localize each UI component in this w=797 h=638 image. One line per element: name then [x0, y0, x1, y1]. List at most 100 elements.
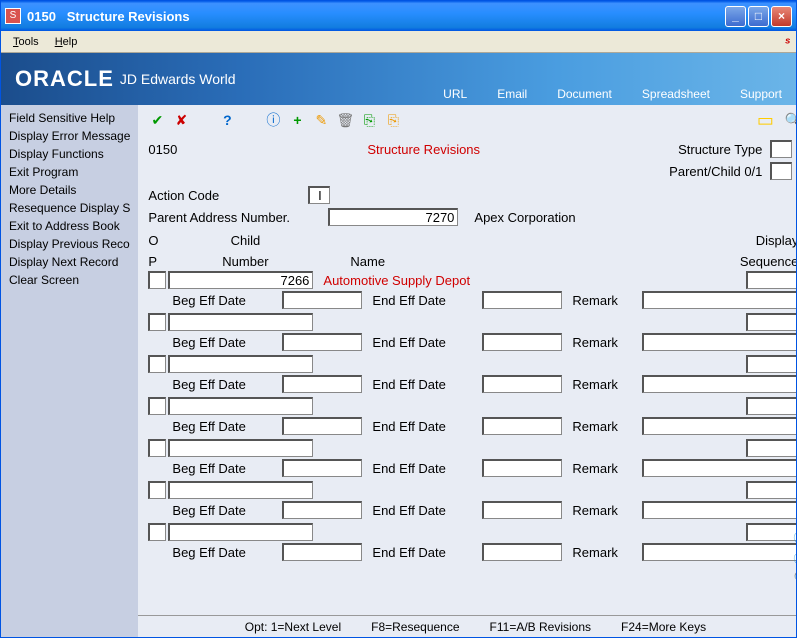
end-eff-date-input[interactable] [482, 543, 562, 561]
sidebar-item-exit[interactable]: Exit Program [1, 163, 138, 181]
structure-type-label: Structure Type [678, 142, 762, 157]
child-number-input[interactable] [168, 397, 313, 415]
beg-eff-date-input[interactable] [282, 375, 362, 393]
display-sequence-input[interactable] [746, 481, 796, 499]
sidebar-item-functions[interactable]: Display Functions [1, 145, 138, 163]
beg-eff-date-input[interactable] [282, 501, 362, 519]
remark-label: Remark [572, 335, 632, 350]
structure-type-input[interactable] [770, 140, 792, 158]
close-button[interactable]: × [771, 6, 792, 27]
sidebar-item-prev-rec[interactable]: Display Previous Reco [1, 235, 138, 253]
op-input[interactable] [148, 355, 166, 373]
child-number-input[interactable] [168, 481, 313, 499]
display-sequence-input[interactable] [746, 313, 796, 331]
beg-eff-date-input[interactable] [282, 333, 362, 351]
remark-input[interactable] [642, 543, 796, 561]
brand-bar: ORACLE JD Edwards World URL Email Docume… [1, 53, 796, 105]
remark-label: Remark [572, 377, 632, 392]
link-support[interactable]: Support [740, 87, 782, 101]
sidebar-item-field-help[interactable]: Field Sensitive Help [1, 109, 138, 127]
note-icon[interactable]: ▭ [756, 111, 774, 129]
child-number-input[interactable] [168, 355, 313, 373]
delete-icon[interactable]: 🗑 [336, 111, 354, 129]
child-number-input[interactable] [168, 523, 313, 541]
op-input[interactable] [148, 313, 166, 331]
info-icon[interactable]: ⓘ [264, 111, 282, 129]
op-input[interactable] [148, 481, 166, 499]
child-number-input[interactable] [168, 439, 313, 457]
cancel-icon[interactable]: ✘ [172, 111, 190, 129]
link-spreadsheet[interactable]: Spreadsheet [642, 87, 710, 101]
remark-input[interactable] [642, 501, 796, 519]
ok-icon[interactable]: ✔ [148, 111, 166, 129]
child-number-input[interactable] [168, 313, 313, 331]
end-eff-date-input[interactable] [482, 459, 562, 477]
remark-input[interactable] [642, 459, 796, 477]
parent-child-input[interactable] [770, 162, 792, 180]
remark-input[interactable] [642, 375, 796, 393]
remark-input[interactable] [642, 417, 796, 435]
jd-edwards-label: JD Edwards World [120, 71, 236, 87]
end-eff-date-input[interactable] [482, 501, 562, 519]
menubar: Tools Help ˢ [1, 31, 796, 53]
sidebar-item-resequence[interactable]: Resequence Display S [1, 199, 138, 217]
link-email[interactable]: Email [497, 87, 527, 101]
parent-addr-label: Parent Address Number. [148, 210, 328, 225]
scroll-down-icon[interactable]: ⓥ [793, 550, 796, 567]
window-controls: _ □ × [725, 6, 792, 27]
minimize-button[interactable]: _ [725, 6, 746, 27]
add-icon[interactable]: + [288, 111, 306, 129]
help-icon[interactable]: ? [218, 111, 236, 129]
menu-tools[interactable]: Tools [7, 34, 45, 50]
link-url[interactable]: URL [443, 87, 467, 101]
menu-help[interactable]: Help [49, 34, 84, 50]
sidebar-item-more-details[interactable]: More Details [1, 181, 138, 199]
titlebar: S 0150 Structure Revisions _ □ × [1, 1, 796, 31]
search-icon[interactable]: 🔍 [784, 111, 796, 129]
remark-label: Remark [572, 419, 632, 434]
link-document[interactable]: Document [557, 87, 612, 101]
op-input[interactable] [148, 523, 166, 541]
remark-input[interactable] [642, 333, 796, 351]
sidebar-item-next-rec[interactable]: Display Next Record [1, 253, 138, 271]
program-code: 0150 [148, 142, 177, 157]
table-row [148, 481, 796, 499]
sidebar-item-clear[interactable]: Clear Screen [1, 271, 138, 289]
beg-eff-date-input[interactable] [282, 417, 362, 435]
op-input[interactable] [148, 271, 166, 289]
display-sequence-input[interactable] [746, 397, 796, 415]
end-eff-date-input[interactable] [482, 417, 562, 435]
vendor-logo-icon: ˢ [785, 34, 790, 50]
edit-icon[interactable]: ✎ [312, 111, 330, 129]
remark-label: Remark [572, 461, 632, 476]
remark-input[interactable] [642, 291, 796, 309]
end-eff-date-input[interactable] [482, 333, 562, 351]
parent-addr-input[interactable] [328, 208, 458, 226]
end-eff-date-input[interactable] [482, 375, 562, 393]
app-icon: S [5, 8, 21, 24]
send-icon[interactable]: ⎘ [360, 111, 378, 129]
remark-label: Remark [572, 545, 632, 560]
action-code-input[interactable] [308, 186, 330, 204]
export-icon[interactable]: ⎘ [384, 111, 402, 129]
screen-title: Structure Revisions [367, 142, 480, 157]
display-sequence-input[interactable] [746, 439, 796, 457]
end-eff-date-input[interactable] [482, 291, 562, 309]
display-sequence-input[interactable] [746, 355, 796, 373]
scroll-up-icon[interactable]: ⓐ [793, 529, 796, 546]
child-number-input[interactable] [168, 271, 313, 289]
display-sequence-input[interactable] [746, 523, 796, 541]
maximize-button[interactable]: □ [748, 6, 769, 27]
op-input[interactable] [148, 439, 166, 457]
beg-eff-date-input[interactable] [282, 459, 362, 477]
sidebar-item-exit-ab[interactable]: Exit to Address Book [1, 217, 138, 235]
zoom-icon[interactable]: 🔍 [793, 571, 796, 585]
beg-eff-date-input[interactable] [282, 543, 362, 561]
action-code-label: Action Code [148, 188, 308, 203]
op-input[interactable] [148, 397, 166, 415]
sidebar-item-error-msg[interactable]: Display Error Message [1, 127, 138, 145]
beg-eff-date-input[interactable] [282, 291, 362, 309]
col-child-bot: Number [170, 254, 320, 269]
display-sequence-input[interactable] [746, 271, 796, 289]
end-eff-date-label: End Eff Date [372, 293, 472, 308]
